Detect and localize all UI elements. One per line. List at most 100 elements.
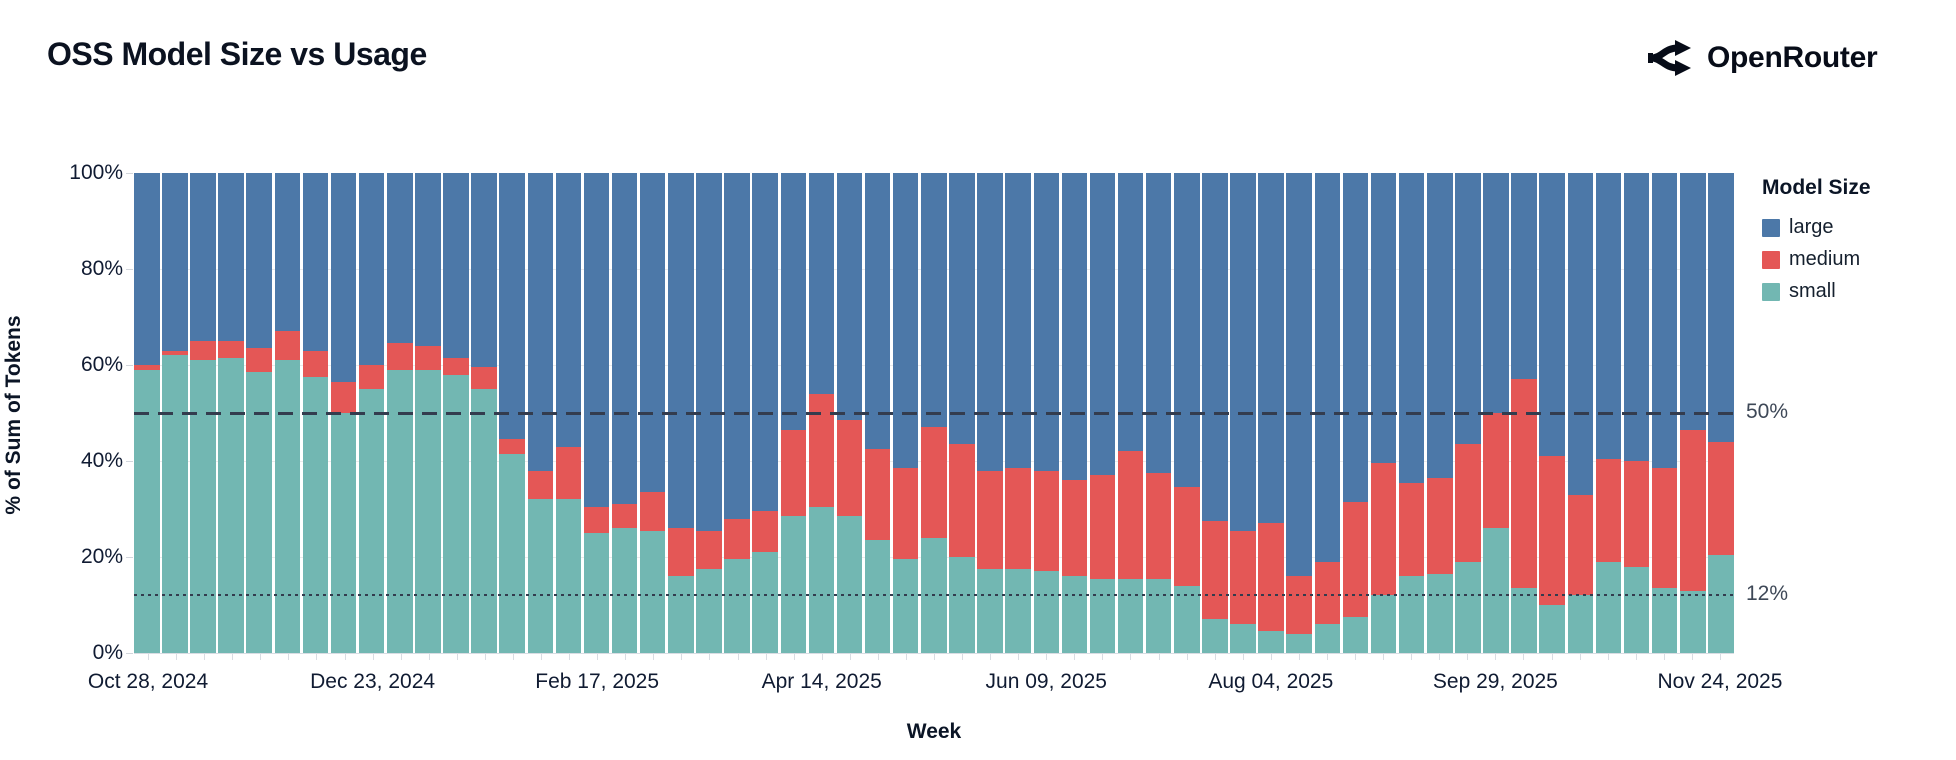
bar-segment-medium (415, 345, 441, 370)
bar-segment-small (892, 559, 919, 653)
bar[interactable] (499, 173, 525, 653)
bar[interactable] (1483, 173, 1509, 653)
bar[interactable] (639, 173, 666, 653)
bar-segment-small (1145, 578, 1172, 653)
x-tick-mark (1102, 654, 1104, 660)
bar[interactable] (1230, 173, 1256, 653)
bar-segment-medium (1061, 480, 1088, 577)
bar[interactable] (386, 173, 413, 653)
bar[interactable] (949, 173, 975, 653)
bar[interactable] (1174, 173, 1200, 653)
bar[interactable] (1033, 173, 1060, 653)
x-tick-mark (597, 654, 599, 660)
bar-segment-medium (583, 506, 610, 533)
bar-segment-large (1258, 173, 1284, 524)
bar-segment-medium (836, 420, 863, 517)
bar[interactable] (780, 173, 807, 653)
bar[interactable] (1680, 173, 1706, 653)
bar[interactable] (302, 173, 329, 653)
bar[interactable] (218, 173, 244, 653)
bar[interactable] (1651, 173, 1678, 653)
bar[interactable] (1595, 173, 1622, 653)
x-tick-mark (1046, 654, 1048, 660)
bar[interactable] (555, 173, 582, 653)
bar[interactable] (1342, 173, 1369, 653)
bar[interactable] (415, 173, 441, 653)
bar[interactable] (471, 173, 497, 653)
bar-segment-small (302, 376, 329, 653)
bar[interactable] (134, 173, 160, 653)
bar[interactable] (977, 173, 1003, 653)
x-tick-mark (1663, 654, 1665, 660)
bar[interactable] (752, 173, 778, 653)
plot-area: 50% 12% (134, 173, 1788, 654)
bar[interactable] (1455, 173, 1481, 653)
bar-segment-small (358, 389, 385, 653)
bar-segment-large (1061, 173, 1088, 481)
bar[interactable] (1117, 173, 1144, 653)
bar[interactable] (836, 173, 863, 653)
bar[interactable] (1539, 173, 1565, 653)
legend-item-large[interactable]: large (1762, 216, 1871, 239)
x-tick-mark (316, 654, 318, 660)
y-tick-mark (126, 653, 133, 654)
bar[interactable] (1286, 173, 1312, 653)
bar[interactable] (527, 173, 554, 653)
bar[interactable] (892, 173, 919, 653)
bar[interactable] (808, 173, 835, 653)
legend-item-medium[interactable]: medium (1762, 248, 1871, 271)
legend-item-small[interactable]: small (1762, 280, 1871, 303)
openrouter-logo[interactable]: OpenRouter (1648, 38, 1878, 78)
bar[interactable] (443, 173, 469, 653)
bar[interactable] (1202, 173, 1228, 653)
bar-segment-large (555, 173, 582, 447)
bar[interactable] (1089, 173, 1116, 653)
bar[interactable] (611, 173, 638, 653)
bar[interactable] (668, 173, 694, 653)
bar-segment-large (1595, 173, 1622, 459)
bar[interactable] (1145, 173, 1172, 653)
bar-segment-small (1033, 571, 1060, 653)
bar[interactable] (190, 173, 216, 653)
bar[interactable] (162, 173, 188, 653)
legend-swatch-large (1762, 218, 1780, 237)
bar-segment-small (1370, 595, 1397, 653)
bar[interactable] (358, 173, 385, 653)
bar[interactable] (1258, 173, 1284, 653)
x-tick-label: Sep 29, 2025 (1432, 670, 1558, 693)
bar[interactable] (1061, 173, 1088, 653)
bar[interactable] (246, 173, 272, 653)
x-tick-mark (400, 654, 402, 660)
bar[interactable] (864, 173, 891, 653)
bar-segment-small (949, 556, 975, 653)
bar-segment-large (1314, 173, 1341, 562)
bar-segment-large (1230, 173, 1256, 531)
bar-segment-large (949, 173, 975, 445)
bar-segment-medium (386, 343, 413, 370)
bar[interactable] (1567, 173, 1594, 653)
bar[interactable] (1427, 173, 1453, 653)
bar[interactable] (274, 173, 301, 653)
bar-group (134, 173, 1734, 653)
bar[interactable] (583, 173, 610, 653)
bar-segment-small (443, 374, 469, 653)
bar-segment-small (1342, 616, 1369, 653)
bar[interactable] (1398, 173, 1425, 653)
bar[interactable] (1005, 173, 1031, 653)
bar-segment-small (471, 388, 497, 653)
bar[interactable] (1708, 173, 1734, 653)
x-tick-mark (1298, 654, 1300, 660)
bar[interactable] (330, 173, 357, 653)
bar-segment-large (1427, 173, 1453, 478)
bar[interactable] (696, 173, 722, 653)
x-tick-mark (1355, 654, 1357, 660)
bar-segment-medium (949, 444, 975, 557)
bar-segment-large (752, 173, 778, 512)
bar-segment-large (1539, 173, 1565, 457)
bar[interactable] (1314, 173, 1341, 653)
bar[interactable] (724, 173, 750, 653)
bar-segment-large (1202, 173, 1228, 521)
bar-segment-large (1680, 173, 1706, 430)
bar-segment-large (1651, 173, 1678, 469)
